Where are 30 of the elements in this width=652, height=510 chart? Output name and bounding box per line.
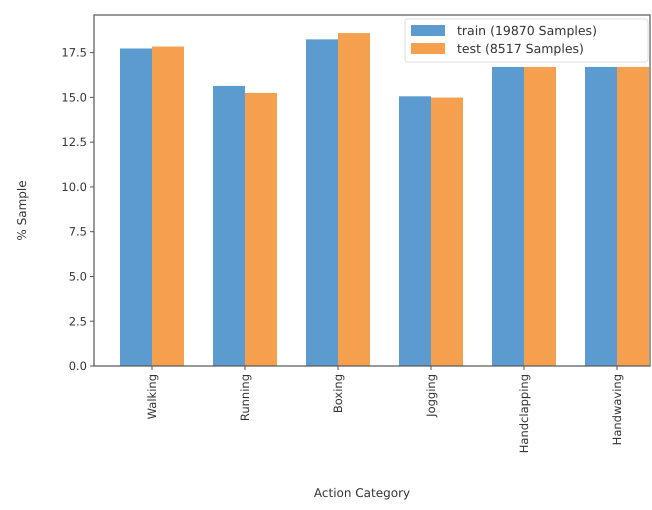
y-axis-title: % Sample xyxy=(15,180,29,241)
y-tick-label: 15.0 xyxy=(61,90,87,104)
y-tick-label: 0.0 xyxy=(68,359,87,374)
bar xyxy=(152,46,184,366)
x-tick-label: Handclapping xyxy=(517,374,532,454)
bar xyxy=(120,48,152,366)
x-tick-label: Walking xyxy=(145,374,160,420)
y-tick-label: 17.5 xyxy=(61,46,87,60)
legend-label: train (19870 Samples) xyxy=(457,23,597,38)
bar xyxy=(585,66,617,366)
x-tick-label: Jogging xyxy=(424,374,438,418)
legend-label: test (8517 Samples) xyxy=(457,41,584,56)
bar xyxy=(431,98,463,366)
bar xyxy=(338,33,370,366)
x-axis-title: Action Category xyxy=(314,486,410,500)
x-tick-label: Handwaving xyxy=(610,374,624,446)
y-tick-label: 10.0 xyxy=(61,180,87,194)
x-tick-label: Boxing xyxy=(331,374,346,414)
bar xyxy=(245,92,277,366)
bar xyxy=(617,66,649,366)
bar xyxy=(306,39,338,366)
bar xyxy=(492,66,524,366)
bar xyxy=(524,66,556,366)
y-tick-label: 5.0 xyxy=(68,269,87,284)
y-tick-label: 7.5 xyxy=(68,224,87,239)
y-tick-label: 12.5 xyxy=(61,135,87,150)
bar xyxy=(213,86,245,366)
bar xyxy=(399,96,431,366)
y-tick-label: 2.5 xyxy=(68,314,87,328)
x-tick-label: Running xyxy=(238,374,252,422)
